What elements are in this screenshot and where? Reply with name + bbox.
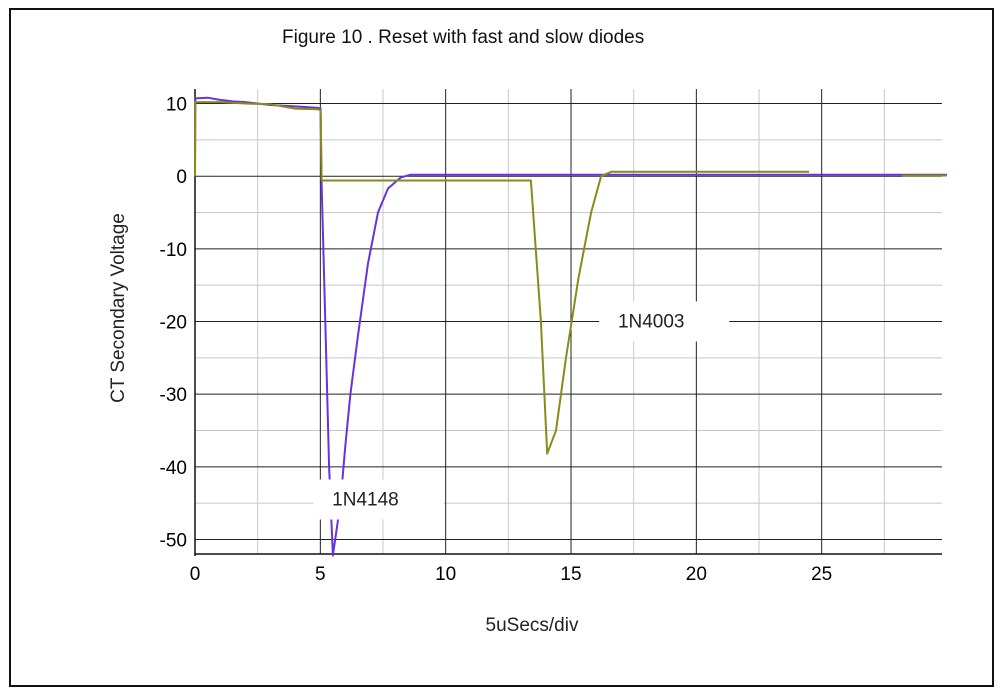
chart-svg: Figure 10 . Reset with fast and slow dio… xyxy=(108,27,947,636)
x-tick-label: 15 xyxy=(560,564,581,585)
y-tick-label: -50 xyxy=(160,530,187,551)
y-tick-label: -40 xyxy=(160,458,187,479)
figure-frame: Figure 10 . Reset with fast and slow dio… xyxy=(9,8,994,687)
annotations: 1N4148 1N4003 xyxy=(313,301,730,520)
x-tick-label: 25 xyxy=(811,564,832,585)
y-axis-label: CT Secondary Voltage xyxy=(108,213,129,403)
chart-title: Figure 10 . Reset with fast and slow dio… xyxy=(282,27,644,48)
x-tick-label: 0 xyxy=(190,564,201,585)
x-tick-label: 5 xyxy=(315,564,326,585)
annotation-bg xyxy=(313,479,444,520)
grid xyxy=(194,89,942,556)
x-tick-label: 10 xyxy=(435,564,456,585)
annotation-bg xyxy=(599,301,730,342)
series-line-1n4003 xyxy=(194,101,810,455)
tick-labels: 100-10-20-30-40-500 5 10 15 20 25 xyxy=(160,95,833,585)
x-axis-label: 5uSecs/div xyxy=(486,615,579,636)
y-tick-label: -30 xyxy=(160,385,187,406)
y-tick-label: -10 xyxy=(160,240,187,261)
y-tick-label: 10 xyxy=(166,95,187,116)
y-tick-label: 0 xyxy=(176,167,187,188)
annotation-label: 1N4148 xyxy=(332,490,399,511)
x-tick-label: 20 xyxy=(686,564,707,585)
annotation-label: 1N4003 xyxy=(618,312,685,333)
y-tick-label: -20 xyxy=(160,313,187,334)
